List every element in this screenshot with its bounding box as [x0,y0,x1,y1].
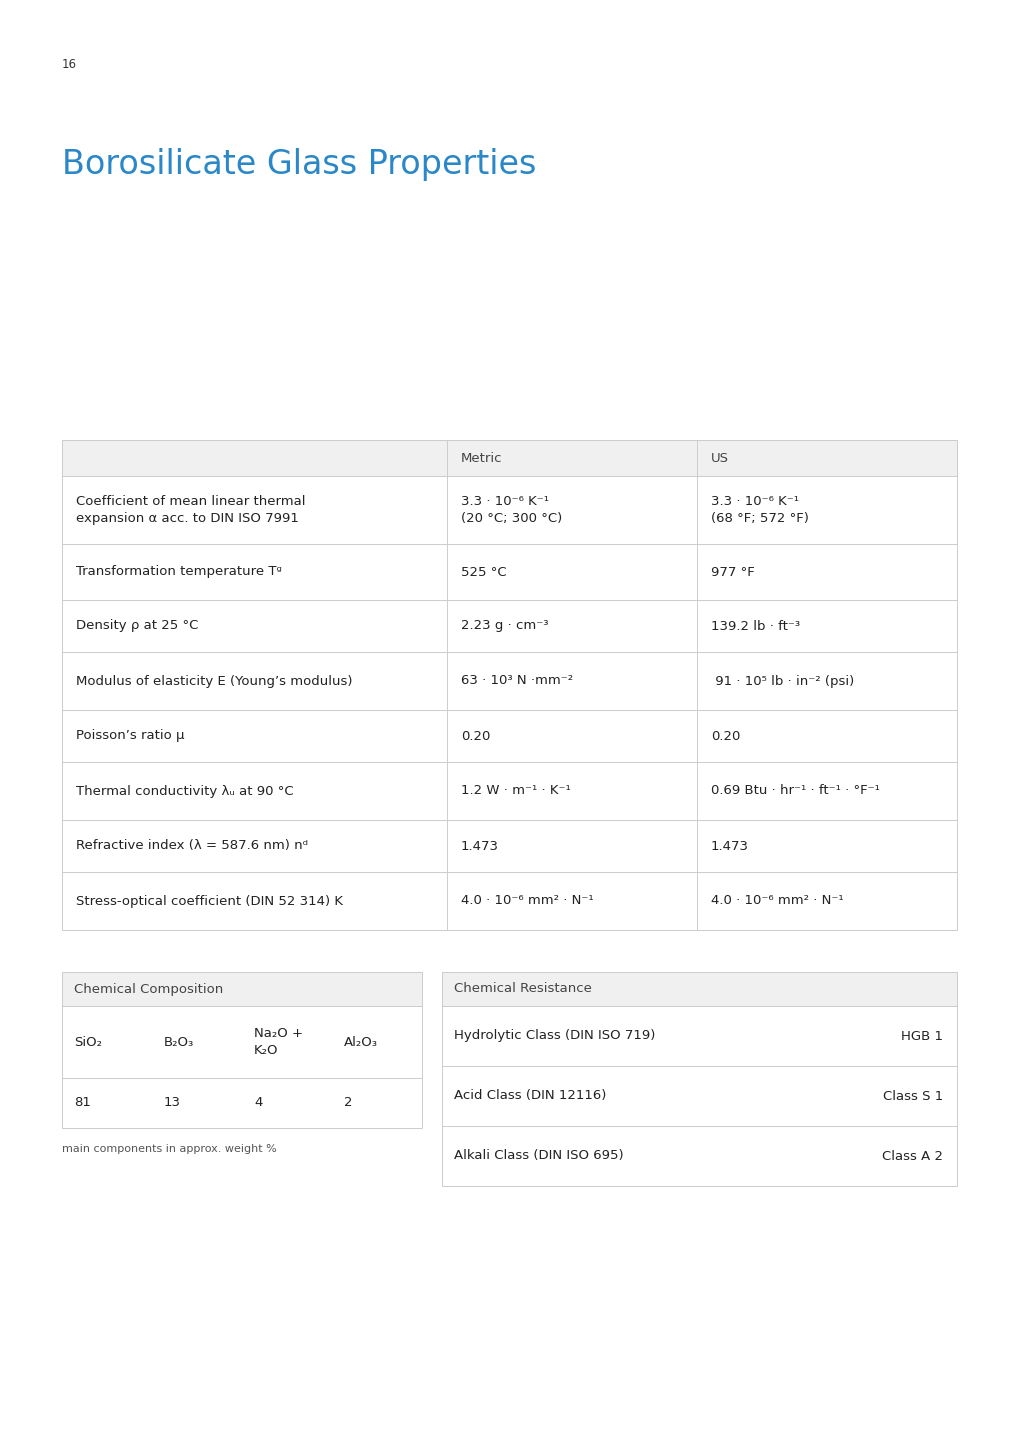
Text: 91 · 10⁵ lb · in⁻² (psi): 91 · 10⁵ lb · in⁻² (psi) [710,675,854,688]
Bar [62,440,956,930]
Text: Stress-optical coefficient (DIN 52 314) K: Stress-optical coefficient (DIN 52 314) … [76,894,342,907]
Text: Class A 2: Class A 2 [881,1149,943,1162]
Text: 139.2 lb · ft⁻³: 139.2 lb · ft⁻³ [710,620,799,633]
Text: Transformation temperature Tᵍ: Transformation temperature Tᵍ [76,565,281,578]
Text: 0.20: 0.20 [461,730,490,743]
Bar [62,440,956,476]
Text: Metric: Metric [461,451,502,464]
Text: 4.0 · 10⁻⁶ mm² · N⁻¹: 4.0 · 10⁻⁶ mm² · N⁻¹ [710,894,843,907]
Text: 3.3 · 10⁻⁶ K⁻¹
(68 °F; 572 °F): 3.3 · 10⁻⁶ K⁻¹ (68 °F; 572 °F) [710,495,808,525]
Text: Modulus of elasticity E (Young’s modulus): Modulus of elasticity E (Young’s modulus… [76,675,353,688]
Text: Acid Class (DIN 12116): Acid Class (DIN 12116) [453,1090,605,1103]
Text: 63 · 10³ N ·mm⁻²: 63 · 10³ N ·mm⁻² [461,675,573,688]
Bar [62,972,422,1007]
Text: 1.2 W · m⁻¹ · K⁻¹: 1.2 W · m⁻¹ · K⁻¹ [461,784,571,797]
Text: Chemical Resistance: Chemical Resistance [453,982,591,995]
Text: Coefficient of mean linear thermal
expansion α acc. to DIN ISO 7991: Coefficient of mean linear thermal expan… [76,495,306,525]
Text: 525 °C: 525 °C [461,565,506,578]
Bar [441,972,956,1185]
Text: Chemical Composition: Chemical Composition [74,982,223,995]
Text: 1.473: 1.473 [710,839,748,852]
Text: HGB 1: HGB 1 [900,1030,943,1043]
Text: 4: 4 [254,1096,262,1109]
Text: Na₂O +
K₂O: Na₂O + K₂O [254,1027,303,1057]
Text: US: US [710,451,729,464]
Text: 0.20: 0.20 [710,730,740,743]
Text: Al₂O₃: Al₂O₃ [343,1035,378,1048]
Text: Poisson’s ratio μ: Poisson’s ratio μ [76,730,184,743]
Text: Borosilicate Glass Properties: Borosilicate Glass Properties [62,149,536,182]
Text: Alkali Class (DIN ISO 695): Alkali Class (DIN ISO 695) [453,1149,623,1162]
Text: Refractive index (λ = 587.6 nm) nᵈ: Refractive index (λ = 587.6 nm) nᵈ [76,839,308,852]
Text: 0.69 Btu · hr⁻¹ · ft⁻¹ · °F⁻¹: 0.69 Btu · hr⁻¹ · ft⁻¹ · °F⁻¹ [710,784,879,797]
Text: Density ρ at 25 °C: Density ρ at 25 °C [76,620,198,633]
Text: 4.0 · 10⁻⁶ mm² · N⁻¹: 4.0 · 10⁻⁶ mm² · N⁻¹ [461,894,593,907]
Bar [62,972,422,1128]
Text: B₂O₃: B₂O₃ [164,1035,194,1048]
Text: Class S 1: Class S 1 [881,1090,943,1103]
Text: SiO₂: SiO₂ [74,1035,102,1048]
Text: 977 °F: 977 °F [710,565,754,578]
Bar [441,972,956,1007]
Text: Hydrolytic Class (DIN ISO 719): Hydrolytic Class (DIN ISO 719) [453,1030,655,1043]
Text: 2: 2 [343,1096,353,1109]
Text: 1.473: 1.473 [461,839,498,852]
Text: 81: 81 [74,1096,91,1109]
Text: 16: 16 [62,58,76,71]
Text: 2.23 g · cm⁻³: 2.23 g · cm⁻³ [461,620,548,633]
Text: 13: 13 [164,1096,180,1109]
Text: main components in approx. weight %: main components in approx. weight % [62,1144,276,1154]
Text: 3.3 · 10⁻⁶ K⁻¹
(20 °C; 300 °C): 3.3 · 10⁻⁶ K⁻¹ (20 °C; 300 °C) [461,495,561,525]
Text: Thermal conductivity λᵤ at 90 °C: Thermal conductivity λᵤ at 90 °C [76,784,293,797]
